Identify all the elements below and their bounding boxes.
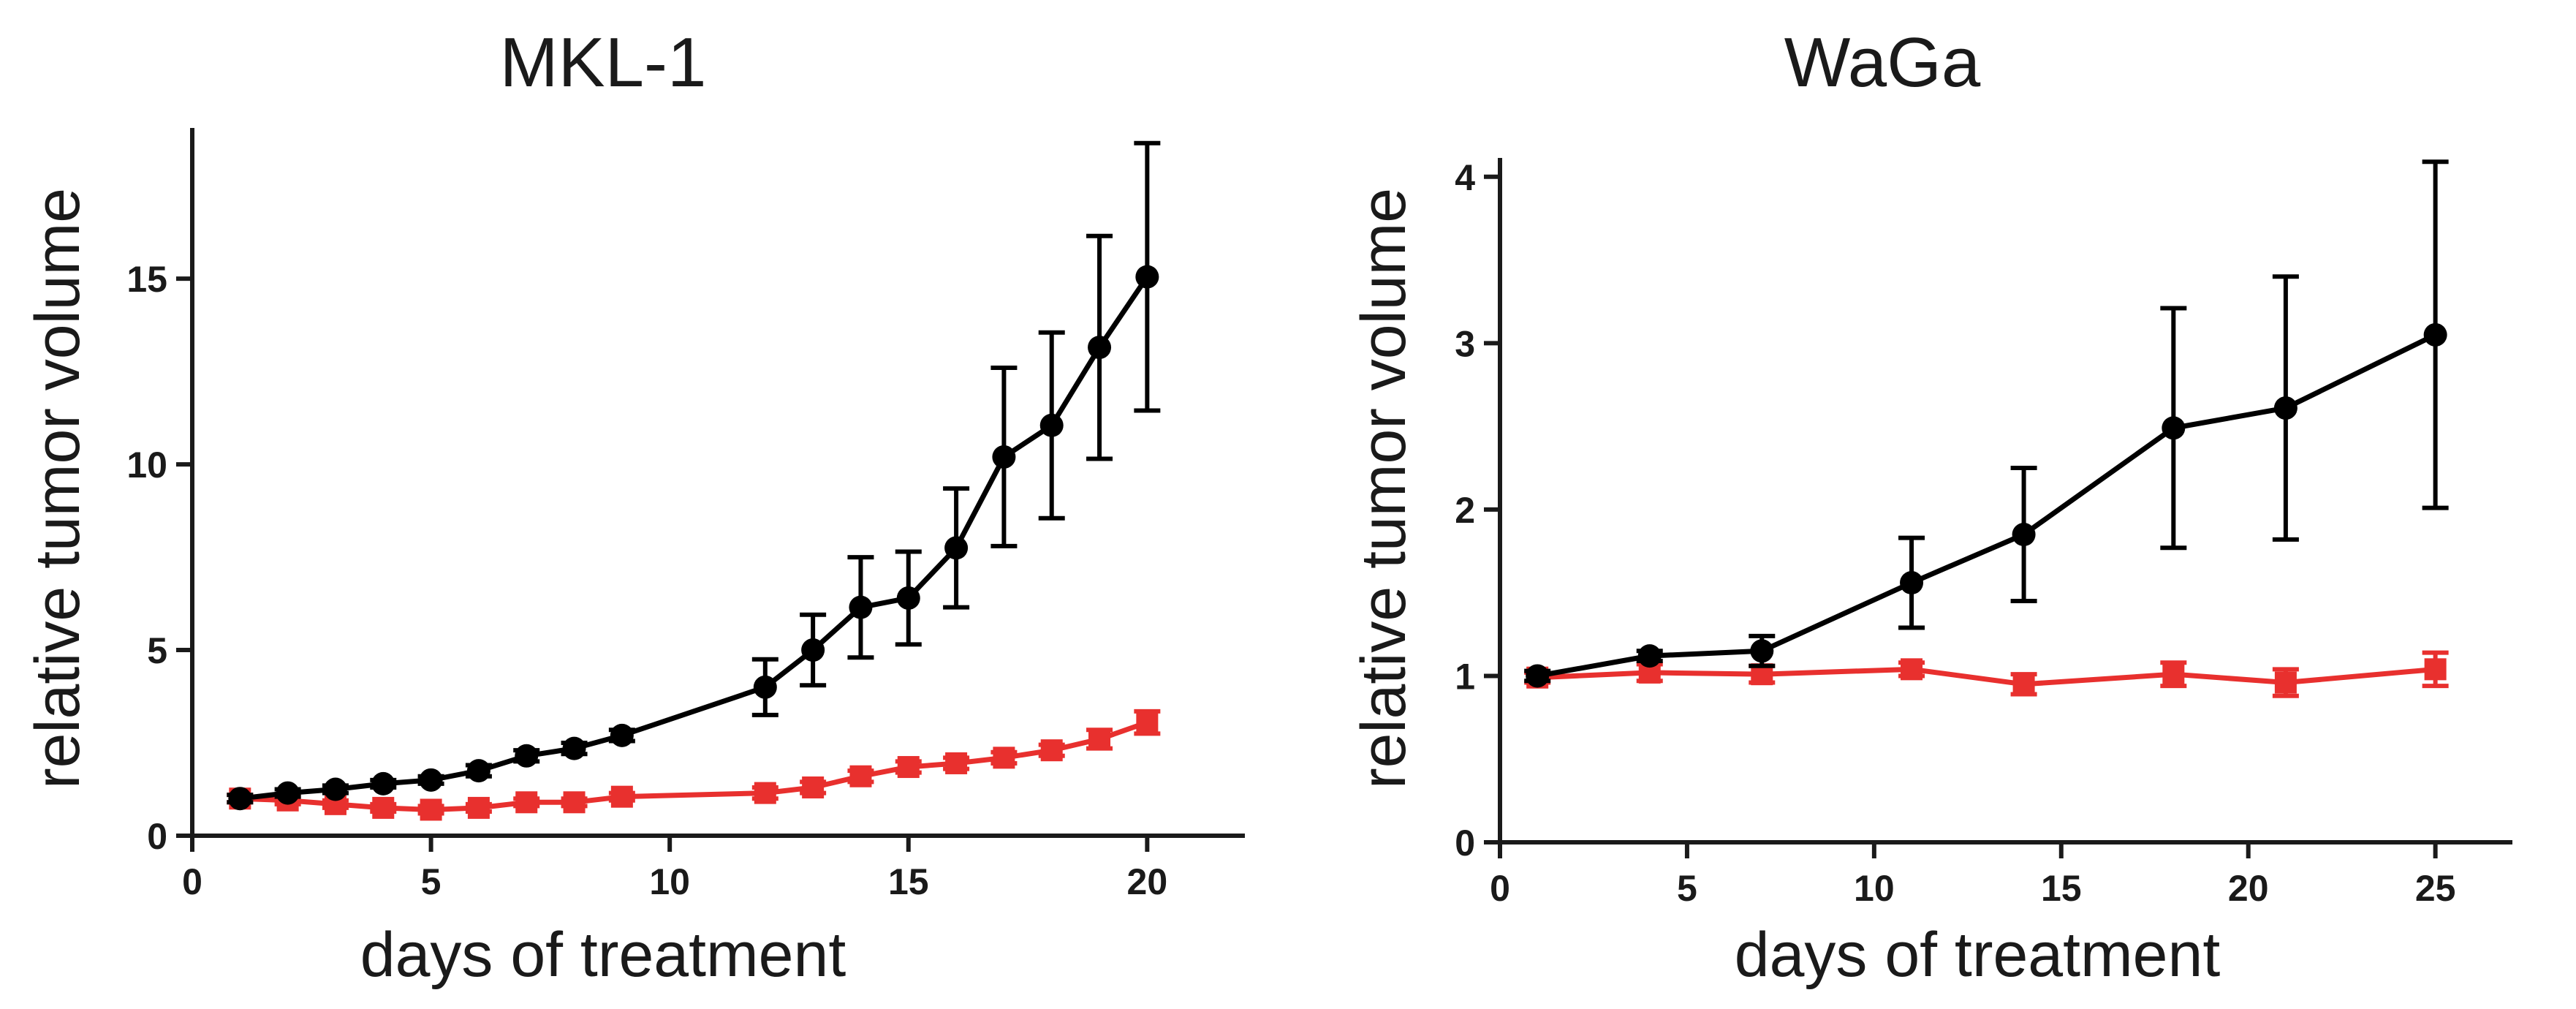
y-tick-label: 10 — [126, 445, 167, 485]
y-tick-label: 0 — [147, 816, 167, 857]
data-point — [754, 782, 776, 804]
series-red — [227, 708, 1161, 821]
data-point — [228, 787, 252, 811]
y-tick-label: 5 — [147, 630, 167, 671]
x-tick-label: 20 — [2228, 868, 2269, 909]
data-point — [1750, 639, 1774, 663]
data-point — [372, 796, 395, 819]
y-axis-label: relative tumor volume — [1349, 188, 1419, 789]
data-point — [2423, 322, 2447, 347]
x-tick-label: 0 — [182, 861, 202, 902]
data-point — [420, 798, 442, 821]
data-point — [945, 752, 968, 774]
series-line — [1537, 332, 2437, 679]
data-point — [276, 781, 300, 805]
series-black — [1524, 159, 2449, 688]
y-tick-label: 1 — [1455, 656, 1475, 697]
data-point — [2162, 416, 2186, 440]
chart-title: MKL-1 — [500, 23, 707, 102]
data-point — [562, 736, 586, 760]
data-point — [849, 765, 872, 787]
series-line — [239, 275, 1150, 801]
data-point — [753, 675, 777, 699]
data-point — [849, 595, 873, 619]
data-point — [515, 744, 539, 768]
x-tick-label: 0 — [1490, 868, 1510, 909]
data-point — [944, 536, 969, 560]
chart-title: WaGa — [1784, 23, 1981, 102]
data-point — [1900, 571, 1924, 595]
data-point — [563, 791, 586, 814]
data-point — [610, 723, 634, 747]
data-point — [1040, 739, 1063, 762]
y-tick-label: 0 — [1455, 823, 1475, 863]
data-point — [801, 638, 825, 662]
data-point — [2162, 663, 2185, 686]
data-point — [1088, 728, 1111, 750]
x-tick-label: 20 — [1127, 861, 1168, 902]
y-tick-label: 2 — [1455, 490, 1475, 531]
y-tick-label: 15 — [126, 259, 167, 300]
data-point — [610, 785, 633, 808]
x-tick-label: 5 — [1677, 868, 1697, 909]
x-tick-label: 15 — [2041, 868, 2082, 909]
series-red — [1524, 650, 2449, 698]
x-tick-label: 15 — [888, 861, 929, 902]
y-tick-label: 3 — [1455, 323, 1475, 364]
y-axis-label: relative tumor volume — [23, 188, 93, 789]
y-tick-label: 4 — [1455, 157, 1475, 198]
data-point — [802, 776, 825, 798]
x-tick-label: 10 — [1854, 868, 1895, 909]
data-point — [371, 771, 395, 796]
chart-panel-waga: WaGa relative tumor volume days of treat… — [1349, 23, 2512, 990]
x-tick-label: 5 — [421, 861, 442, 902]
data-point — [1135, 265, 1159, 289]
data-point — [2274, 671, 2297, 694]
data-point — [2012, 523, 2036, 547]
data-point — [896, 586, 920, 610]
data-point — [467, 796, 490, 819]
data-point — [1039, 413, 1064, 437]
series-black — [227, 140, 1161, 811]
data-point — [419, 768, 443, 792]
data-point — [1526, 664, 1550, 688]
data-point — [323, 777, 347, 801]
data-point — [466, 759, 490, 783]
data-point — [1901, 658, 1923, 681]
data-point — [2424, 658, 2447, 681]
chart-panel-mkl1: MKL-1 relative tumor volume days of trea… — [23, 23, 1245, 990]
data-point — [2012, 673, 2035, 695]
x-tick-label: 25 — [2415, 868, 2456, 909]
series-line — [1537, 666, 2436, 687]
data-point — [2273, 396, 2297, 420]
data-point — [1136, 711, 1159, 734]
data-point — [1088, 336, 1112, 360]
data-point — [992, 445, 1016, 469]
x-axis-label: days of treatment — [360, 920, 846, 990]
x-tick-label: 10 — [649, 861, 690, 902]
data-point — [897, 756, 920, 779]
x-axis-label: days of treatment — [1735, 920, 2221, 990]
data-point — [515, 791, 538, 814]
data-point — [1637, 644, 1662, 668]
data-point — [993, 747, 1015, 769]
